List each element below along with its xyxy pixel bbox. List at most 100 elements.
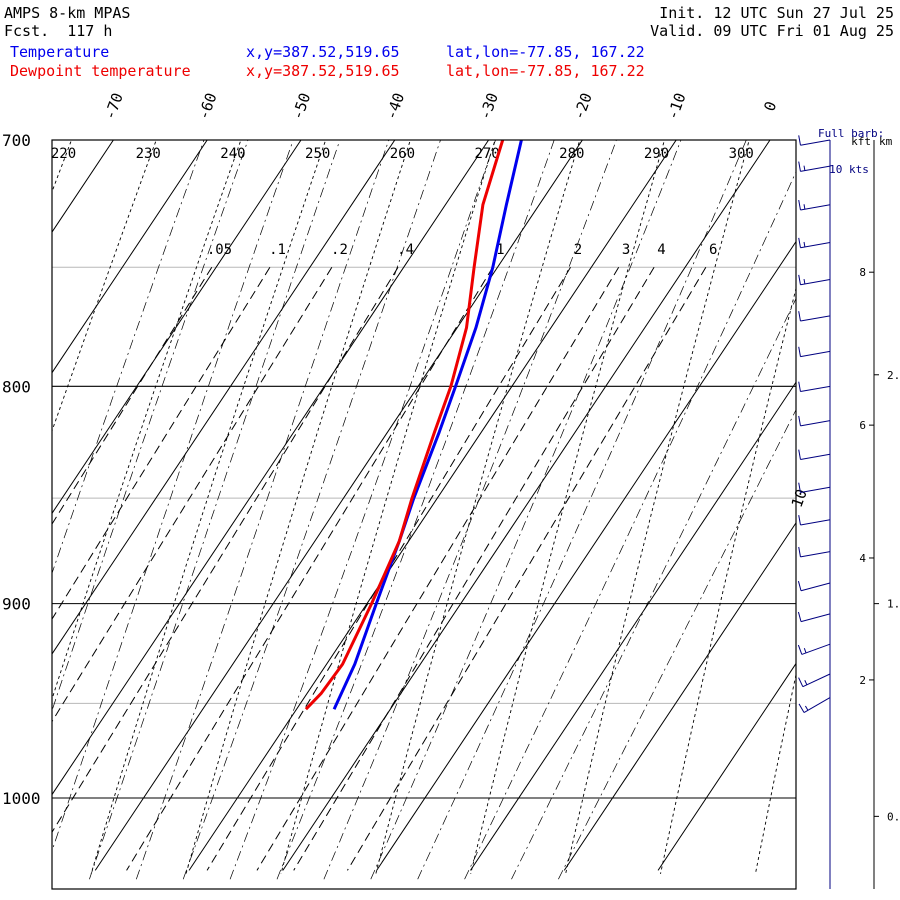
barb-half-flag [803, 648, 807, 654]
wind-barb [798, 482, 831, 494]
wind-barb [798, 697, 831, 713]
km-tick-label: 0. [887, 810, 900, 823]
barb-flag [798, 135, 801, 146]
wind-barb [797, 580, 831, 592]
barb-shaft [800, 420, 831, 427]
km-unit-label: km [879, 135, 893, 148]
model-title: AMPS 8-km MPAS [4, 4, 131, 22]
mixing-ratio-label: .2 [331, 242, 348, 258]
barb-shaft [800, 486, 831, 494]
isotherm-line [0, 140, 20, 870]
wind-barb [798, 135, 831, 146]
isotherm-line [52, 140, 114, 233]
moist-adiabat [89, 140, 341, 880]
barb-half-flag [803, 241, 806, 248]
mixing-ratio-label: 1 [496, 242, 504, 258]
dry-adiabat [52, 140, 72, 194]
plot-frame [51, 139, 797, 890]
dewpoint-profile [304, 140, 505, 711]
pressure-label: 700 [2, 131, 31, 150]
barb-flag [798, 449, 801, 460]
theta-label: 220 [51, 146, 76, 162]
legend-dewpoint-latlon: lat,lon=-77.85, 167.22 [446, 62, 645, 80]
axis-labels: 700 800 900 1000 -70 -60 -50 -40 -30 -20 -10 0 10 220… [2, 90, 811, 808]
legend-temperature-xy: x,y=387.52,519.65 [246, 43, 400, 61]
wind-barb [798, 381, 831, 393]
barb-shaft [800, 279, 831, 286]
mixing-ratio-line [126, 267, 494, 871]
barb-half-flag [803, 278, 806, 285]
theta-label: 280 [559, 146, 584, 162]
kft-tick-label: 8 [859, 266, 866, 279]
mixing-ratio-label: .1 [269, 242, 286, 258]
theta-label: 270 [474, 146, 499, 162]
dry-adiabat [470, 140, 665, 875]
mixing-ratio-label: .05 [207, 242, 232, 258]
init-time: Init. 12 UTC Sun 27 Jul 25 [659, 4, 894, 22]
barb-shaft [800, 315, 831, 322]
isotherm-line [376, 240, 796, 871]
mixing-ratio-line [52, 267, 271, 621]
forecast-hour: Fcst. 117 h [4, 22, 113, 40]
wind-barb [798, 274, 831, 286]
isotherm-line [94, 140, 583, 871]
wind-barbs [797, 135, 831, 889]
temperature-label: -50 [288, 90, 314, 122]
barb-shaft [800, 350, 831, 358]
barb-shaft [802, 673, 831, 688]
wind-barb [798, 449, 831, 460]
wind-barb [797, 611, 831, 623]
moist-adiabat [558, 409, 796, 880]
isotherm-line [470, 381, 796, 871]
moist-adiabat [182, 140, 441, 880]
moist-adiabat [417, 140, 747, 880]
kft-tick-label: 6 [859, 419, 866, 432]
theta-label: 300 [729, 146, 754, 162]
dry-adiabat [280, 140, 496, 875]
moist-adiabat [464, 171, 796, 880]
theta-label: 260 [390, 146, 415, 162]
wind-barb [798, 515, 831, 526]
kft-unit-label: kft [851, 135, 871, 148]
barb-flag [798, 200, 801, 211]
wind-barb [798, 161, 831, 172]
temperature-label: -40 [382, 90, 408, 122]
isotherm-line [657, 662, 796, 871]
dry-adiabat [185, 140, 411, 875]
theta-label: 240 [220, 146, 245, 162]
mixing-ratio-label: .4 [397, 242, 414, 258]
barb-shaft [800, 519, 831, 526]
moist-adiabat [276, 140, 555, 880]
isotherm-line [52, 140, 490, 796]
wind-barb [797, 643, 831, 655]
wind-barb [798, 200, 831, 211]
temperature-label: -30 [476, 90, 502, 122]
mixing-ratio-line [293, 267, 655, 871]
mixing-ratio-label: 6 [709, 242, 717, 258]
wind-barb [798, 673, 831, 688]
moist-adiabat [52, 140, 205, 575]
mixing-ratio-label: 4 [657, 242, 665, 258]
barb-flag [798, 482, 801, 493]
barb-shaft [800, 453, 831, 460]
wind-barb [798, 346, 831, 358]
barb-shaft [800, 582, 831, 592]
background-lines [0, 114, 900, 880]
barb-flag [798, 274, 801, 285]
km-tick-label: 1. [887, 598, 900, 611]
wind-barb [798, 237, 831, 249]
mixing-ratio-line [52, 267, 333, 723]
barb-half-flag [803, 165, 806, 171]
isotherm-side-label: 10 [788, 487, 811, 510]
km-tick-label: 2. [887, 369, 900, 382]
mixing-ratio-label: 3 [622, 242, 630, 258]
barb-half-flag [803, 204, 806, 210]
moist-adiabat [52, 140, 249, 712]
temperature-label: -20 [570, 90, 596, 122]
barb-half-flag [804, 705, 809, 711]
dry-adiabat [90, 140, 327, 875]
barb-note: Full barb: 10 kts [818, 104, 884, 188]
dry-adiabat [850, 114, 900, 874]
mixing-ratio-label: 2 [574, 242, 582, 258]
moist-adiabat [229, 140, 496, 880]
